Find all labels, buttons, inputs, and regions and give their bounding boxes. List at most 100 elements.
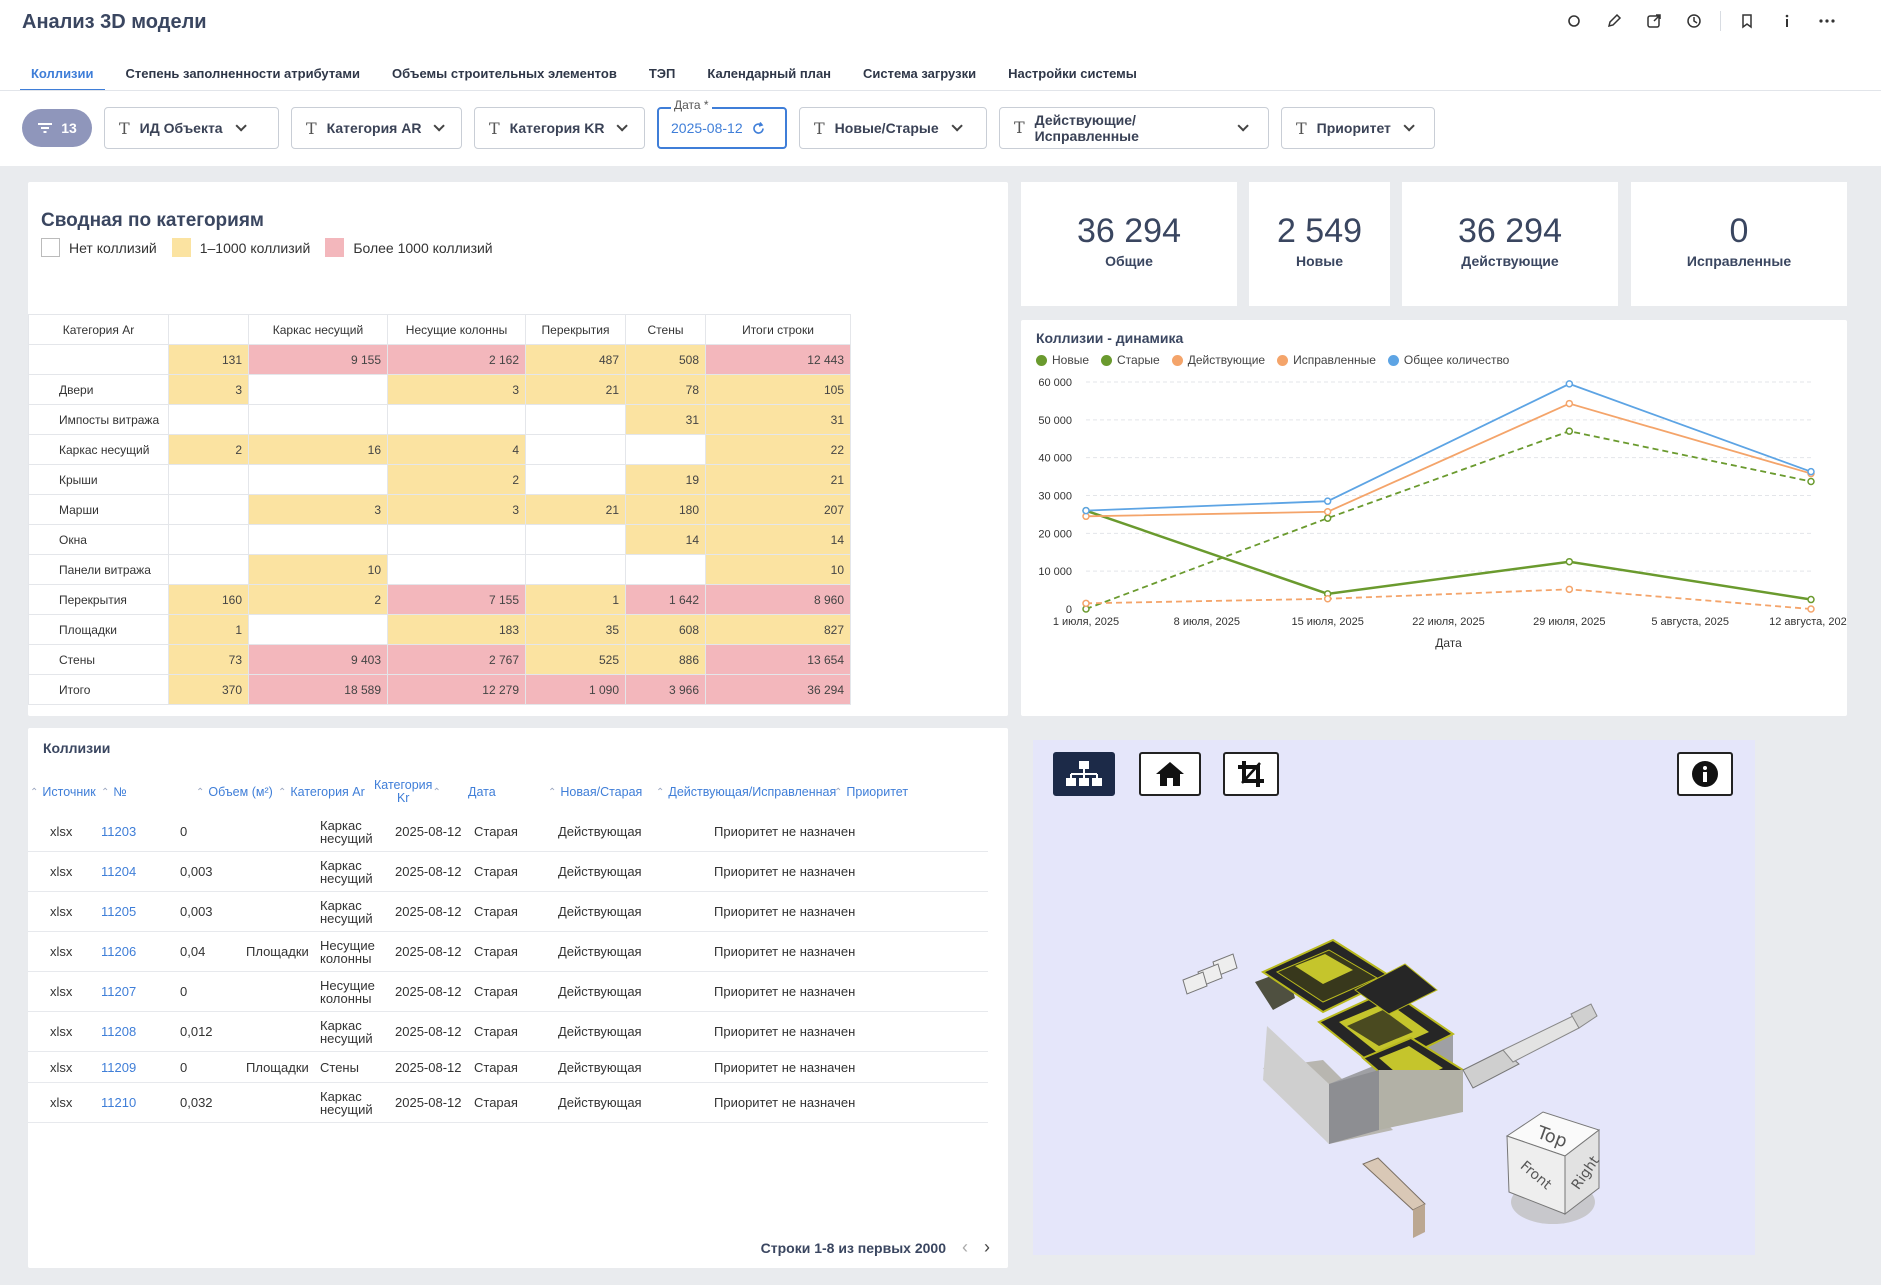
- data-point[interactable]: [1323, 508, 1332, 516]
- pivot-cell: 827: [705, 614, 851, 645]
- cell-kr: Каркас несущий: [320, 1017, 373, 1046]
- data-point[interactable]: [1565, 557, 1574, 566]
- edit-icon[interactable]: [1594, 10, 1634, 32]
- pivot-cell: [168, 494, 249, 525]
- col-active-fixed[interactable]: ⌃ Действующая/Исправленная: [656, 772, 836, 812]
- filter-new-old[interactable]: T Новые/Старые: [799, 107, 987, 149]
- pagination-text: Строки 1-8 из первых 2000: [760, 1239, 946, 1256]
- cell-num[interactable]: 11206: [101, 944, 137, 959]
- cell-num[interactable]: 11207: [101, 984, 137, 999]
- chart-legend-item[interactable]: Общее количество: [1387, 353, 1509, 367]
- clock-icon[interactable]: [1674, 10, 1714, 32]
- circle-icon[interactable]: [1554, 10, 1594, 32]
- data-point[interactable]: [1082, 506, 1090, 515]
- summary-panel: Сводная по категориям Нет коллизий 1–100…: [28, 182, 1008, 716]
- col-source[interactable]: ⌃ Источник: [30, 772, 96, 812]
- tab-system-settings[interactable]: Настройки системы: [1008, 66, 1137, 81]
- cell-num[interactable]: 11203: [101, 824, 137, 839]
- cell-src: xlsx: [50, 984, 73, 999]
- data-point[interactable]: [1565, 585, 1574, 594]
- cell-prio: Приоритет не назначен: [714, 824, 856, 839]
- tab-tep[interactable]: ТЭП: [648, 66, 676, 81]
- cell-num[interactable]: 11208: [101, 1024, 137, 1039]
- data-point[interactable]: [1323, 595, 1332, 603]
- table-row[interactable]: xlsx 11204 0,003 Каркас несущий 2025-08-12 Ст…: [28, 852, 988, 892]
- prev-page-icon[interactable]: ‹: [962, 1237, 968, 1257]
- reset-icon[interactable]: [751, 121, 766, 136]
- data-point[interactable]: [1807, 477, 1815, 486]
- open-external-icon[interactable]: [1634, 10, 1674, 32]
- dynamics-chart-panel: Коллизии - динамика Новые Старые Действующ…: [1021, 320, 1847, 716]
- col-date[interactable]: Дата: [468, 772, 496, 812]
- info-icon[interactable]: [1767, 10, 1807, 32]
- data-point[interactable]: [1565, 399, 1574, 408]
- pivot-row-label: Импосты витража: [28, 404, 169, 435]
- data-point[interactable]: [1807, 467, 1815, 476]
- chart-legend-item[interactable]: Исправленные: [1277, 353, 1376, 367]
- next-page-icon[interactable]: ›: [984, 1237, 990, 1257]
- pivot-cell: 35: [525, 614, 626, 645]
- data-point[interactable]: [1323, 497, 1332, 505]
- view-cube[interactable]: Top Front Right: [1505, 1111, 1603, 1224]
- tab-upload-system[interactable]: Система загрузки: [863, 66, 977, 81]
- data-point[interactable]: [1323, 514, 1332, 522]
- cell-num[interactable]: 11210: [101, 1095, 137, 1110]
- tab-calendar-plan[interactable]: Календарный план: [707, 66, 832, 81]
- tab-attribute-fill[interactable]: Степень заполненности атрибутами: [125, 66, 361, 81]
- more-icon[interactable]: [1807, 10, 1847, 32]
- data-point[interactable]: [1082, 599, 1090, 608]
- col-new-old[interactable]: ⌃ Новая/Старая: [548, 772, 642, 812]
- col-priority[interactable]: ⌃ Приоритет: [834, 772, 908, 812]
- home-view-button[interactable]: [1139, 752, 1201, 796]
- app-title: Анализ 3D модели: [22, 11, 207, 33]
- model-info-button[interactable]: [1677, 752, 1733, 796]
- data-point[interactable]: [1807, 595, 1815, 604]
- filter-object-id[interactable]: T ИД Объекта: [104, 107, 279, 149]
- pivot-row-label: Стены: [28, 644, 169, 675]
- cell-kr: Каркас несущий: [320, 817, 373, 846]
- pivot-cell: 31: [705, 404, 851, 435]
- table-row[interactable]: xlsx 11210 0,032 Каркас несущий 2025-08-12 Ст…: [28, 1083, 988, 1123]
- table-row[interactable]: xlsx 11203 0 Каркас несущий 2025-08-12 Старая…: [28, 812, 988, 852]
- model-viewer[interactable]: Top Front Right: [1033, 740, 1755, 1255]
- tab-volumes[interactable]: Объемы строительных элементов: [392, 66, 617, 81]
- data-point[interactable]: [1565, 380, 1574, 388]
- chart-legend-item[interactable]: Старые: [1101, 353, 1160, 367]
- filter-priority[interactable]: T Приоритет: [1281, 107, 1435, 149]
- filter-active-fixed[interactable]: T Действующие/ Исправленные: [999, 107, 1269, 149]
- pivot-cell: 18 589: [248, 674, 388, 705]
- data-point[interactable]: [1807, 605, 1815, 613]
- filter-date[interactable]: Дата * 2025-08-12: [657, 98, 787, 149]
- filter-category-ar[interactable]: T Категория AR: [291, 107, 462, 149]
- table-row[interactable]: xlsx 11209 0 Площадки Стены 2025-08-12 Старая Д…: [28, 1052, 988, 1083]
- col-volume[interactable]: ⌃ Объем (м²): [196, 772, 273, 812]
- cell-num[interactable]: 11204: [101, 864, 137, 879]
- chart-title: Коллизии - динамика: [1036, 330, 1184, 346]
- tab-collisions[interactable]: Коллизии: [20, 62, 105, 91]
- pivot-cell: 7 155: [387, 584, 526, 615]
- hierarchy-button[interactable]: [1053, 752, 1115, 796]
- date-value: 2025-08-12: [671, 120, 743, 136]
- pivot-cell: 12 443: [705, 344, 851, 375]
- filter-count-button[interactable]: 13: [22, 109, 92, 147]
- cell-num[interactable]: 11205: [101, 904, 137, 919]
- pivot-cell: 525: [525, 644, 626, 675]
- pivot-col-header: Стены: [625, 314, 706, 345]
- table-row[interactable]: xlsx 11207 0 Несущие колонны 2025-08-12 Стара…: [28, 972, 988, 1012]
- bookmark-icon[interactable]: [1727, 10, 1767, 32]
- col-number[interactable]: ⌃ №: [101, 772, 127, 812]
- table-row[interactable]: xlsx 11205 0,003 Каркас несущий 2025-08-12 Ст…: [28, 892, 988, 932]
- data-point[interactable]: [1565, 427, 1574, 435]
- pivot-cell: 10: [248, 554, 388, 585]
- col-category-ar[interactable]: ⌃ Категория Ar: [278, 772, 365, 812]
- chart-legend-item[interactable]: Новые: [1036, 353, 1089, 367]
- chart-legend-item[interactable]: Действующие: [1171, 353, 1265, 367]
- table-row[interactable]: xlsx 11206 0,04 Площадки Несущие колонны 2025…: [28, 932, 988, 972]
- col-category-kr[interactable]: Категория Kr ⌃: [374, 772, 444, 812]
- sort-icon: ⌃: [656, 786, 665, 798]
- filter-category-kr[interactable]: T Категория KR: [474, 107, 645, 149]
- cell-num[interactable]: 11209: [101, 1059, 137, 1075]
- crop-button[interactable]: [1223, 752, 1279, 796]
- table-row[interactable]: xlsx 11208 0,012 Каркас несущий 2025-08-12 Ст…: [28, 1012, 988, 1052]
- pagination: Строки 1-8 из первых 2000 ‹ ›: [761, 1237, 990, 1258]
